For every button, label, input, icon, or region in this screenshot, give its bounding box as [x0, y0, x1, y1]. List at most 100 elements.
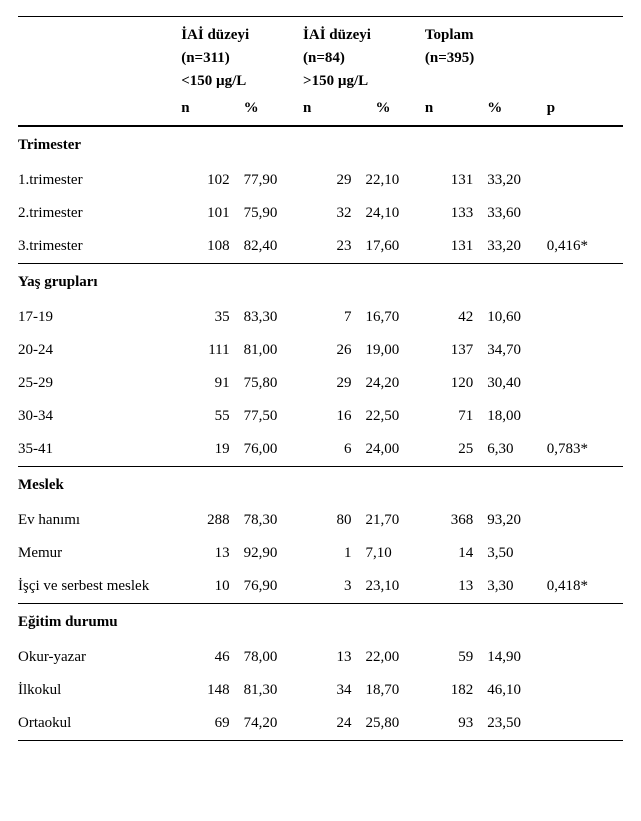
cell-g1-n: 69 — [181, 707, 235, 741]
table-row: Okur-yazar4678,001322,005914,90 — [18, 641, 623, 674]
table-row: 35-411976,00624,00256,300,783* — [18, 433, 623, 467]
cell-g1-n: 111 — [181, 334, 235, 367]
sub-n-1: n — [181, 96, 235, 126]
row-label: 20-24 — [18, 334, 181, 367]
row-label: 35-41 — [18, 433, 181, 467]
cell-g2-n: 24 — [303, 707, 357, 741]
cell-g2-pct: 18,70 — [357, 674, 424, 707]
cell-g2-n: 26 — [303, 334, 357, 367]
row-label: 2.trimester — [18, 197, 181, 230]
section-title-row: Yaş grupları — [18, 264, 623, 302]
cell-g2-n: 6 — [303, 433, 357, 467]
section-title: Trimester — [18, 126, 623, 164]
row-label: 17-19 — [18, 301, 181, 334]
row-label: 30-34 — [18, 400, 181, 433]
cell-g2-n: 7 — [303, 301, 357, 334]
cell-p — [547, 400, 623, 433]
cell-total-n: 137 — [425, 334, 479, 367]
cell-g1-n: 102 — [181, 164, 235, 197]
cell-g2-pct: 23,10 — [357, 570, 424, 604]
section-title-row: Eğitim durumu — [18, 604, 623, 642]
table-row: İşçi ve serbest meslek1076,90323,10133,3… — [18, 570, 623, 604]
cell-total-pct: 10,60 — [479, 301, 546, 334]
row-label: 1.trimester — [18, 164, 181, 197]
cell-total-pct: 18,00 — [479, 400, 546, 433]
header-sub-row: n % n % n % p — [18, 96, 623, 126]
row-label: İlkokul — [18, 674, 181, 707]
cell-p — [547, 674, 623, 707]
cell-total-n: 25 — [425, 433, 479, 467]
header-row-3: <150 µg/L >150 µg/L — [18, 73, 623, 96]
cell-g1-pct: 76,90 — [236, 570, 303, 604]
table-row: 30-345577,501622,507118,00 — [18, 400, 623, 433]
cell-g2-pct: 24,10 — [357, 197, 424, 230]
cell-g1-pct: 77,90 — [236, 164, 303, 197]
cell-g1-n: 91 — [181, 367, 235, 400]
cell-total-pct: 33,60 — [479, 197, 546, 230]
cell-total-n: 14 — [425, 537, 479, 570]
header-total-title: Toplam — [425, 17, 547, 51]
cell-total-n: 182 — [425, 674, 479, 707]
section-title: Yaş grupları — [18, 264, 623, 302]
cell-g2-pct: 24,00 — [357, 433, 424, 467]
cell-g1-pct: 83,30 — [236, 301, 303, 334]
cell-p — [547, 164, 623, 197]
cell-g2-n: 32 — [303, 197, 357, 230]
section-title-row: Trimester — [18, 126, 623, 164]
cell-g2-n: 13 — [303, 641, 357, 674]
cell-g1-n: 35 — [181, 301, 235, 334]
cell-g1-n: 13 — [181, 537, 235, 570]
cell-total-pct: 46,10 — [479, 674, 546, 707]
cell-g1-n: 108 — [181, 230, 235, 264]
cell-p — [547, 707, 623, 741]
table-row: 3.trimester10882,402317,6013133,200,416* — [18, 230, 623, 264]
data-table: İAİ düzeyi İAİ düzeyi Toplam (n=311) (n=… — [18, 16, 623, 741]
sub-pct-2: % — [357, 96, 424, 126]
row-label: Ortaokul — [18, 707, 181, 741]
cell-g2-n: 3 — [303, 570, 357, 604]
cell-g1-pct: 76,00 — [236, 433, 303, 467]
cell-g2-n: 16 — [303, 400, 357, 433]
section-title-row: Meslek — [18, 467, 623, 505]
cell-g2-pct: 24,20 — [357, 367, 424, 400]
section-title: Meslek — [18, 467, 623, 505]
header-total-n: (n=395) — [425, 50, 547, 73]
cell-g2-n: 34 — [303, 674, 357, 707]
cell-total-n: 13 — [425, 570, 479, 604]
table-row: Ev hanımı28878,308021,7036893,20 — [18, 504, 623, 537]
cell-g1-pct: 77,50 — [236, 400, 303, 433]
cell-g2-n: 80 — [303, 504, 357, 537]
cell-total-pct: 6,30 — [479, 433, 546, 467]
header-row-2: (n=311) (n=84) (n=395) — [18, 50, 623, 73]
cell-p — [547, 197, 623, 230]
cell-g1-pct: 82,40 — [236, 230, 303, 264]
cell-g1-pct: 81,30 — [236, 674, 303, 707]
table-row: 1.trimester10277,902922,1013133,20 — [18, 164, 623, 197]
header-group1-range: <150 µg/L — [181, 73, 303, 96]
sub-pct-3: % — [479, 96, 546, 126]
cell-total-n: 59 — [425, 641, 479, 674]
cell-g1-n: 288 — [181, 504, 235, 537]
cell-total-pct: 93,20 — [479, 504, 546, 537]
cell-g1-pct: 74,20 — [236, 707, 303, 741]
cell-p — [547, 301, 623, 334]
cell-g2-pct: 19,00 — [357, 334, 424, 367]
header-group2-n: (n=84) — [303, 50, 425, 73]
cell-total-pct: 3,50 — [479, 537, 546, 570]
cell-total-pct: 3,30 — [479, 570, 546, 604]
row-label: Okur-yazar — [18, 641, 181, 674]
header-row-1: İAİ düzeyi İAİ düzeyi Toplam — [18, 17, 623, 51]
cell-p — [547, 334, 623, 367]
cell-g1-n: 10 — [181, 570, 235, 604]
table-row: İlkokul14881,303418,7018246,10 — [18, 674, 623, 707]
cell-total-pct: 33,20 — [479, 164, 546, 197]
table-row: Memur1392,9017,10143,50 — [18, 537, 623, 570]
cell-p: 0,783* — [547, 433, 623, 467]
cell-total-n: 120 — [425, 367, 479, 400]
cell-g2-pct: 22,00 — [357, 641, 424, 674]
cell-total-n: 42 — [425, 301, 479, 334]
cell-g1-pct: 78,30 — [236, 504, 303, 537]
table-row: Ortaokul6974,202425,809323,50 — [18, 707, 623, 741]
cell-g2-pct: 21,70 — [357, 504, 424, 537]
cell-g1-n: 101 — [181, 197, 235, 230]
